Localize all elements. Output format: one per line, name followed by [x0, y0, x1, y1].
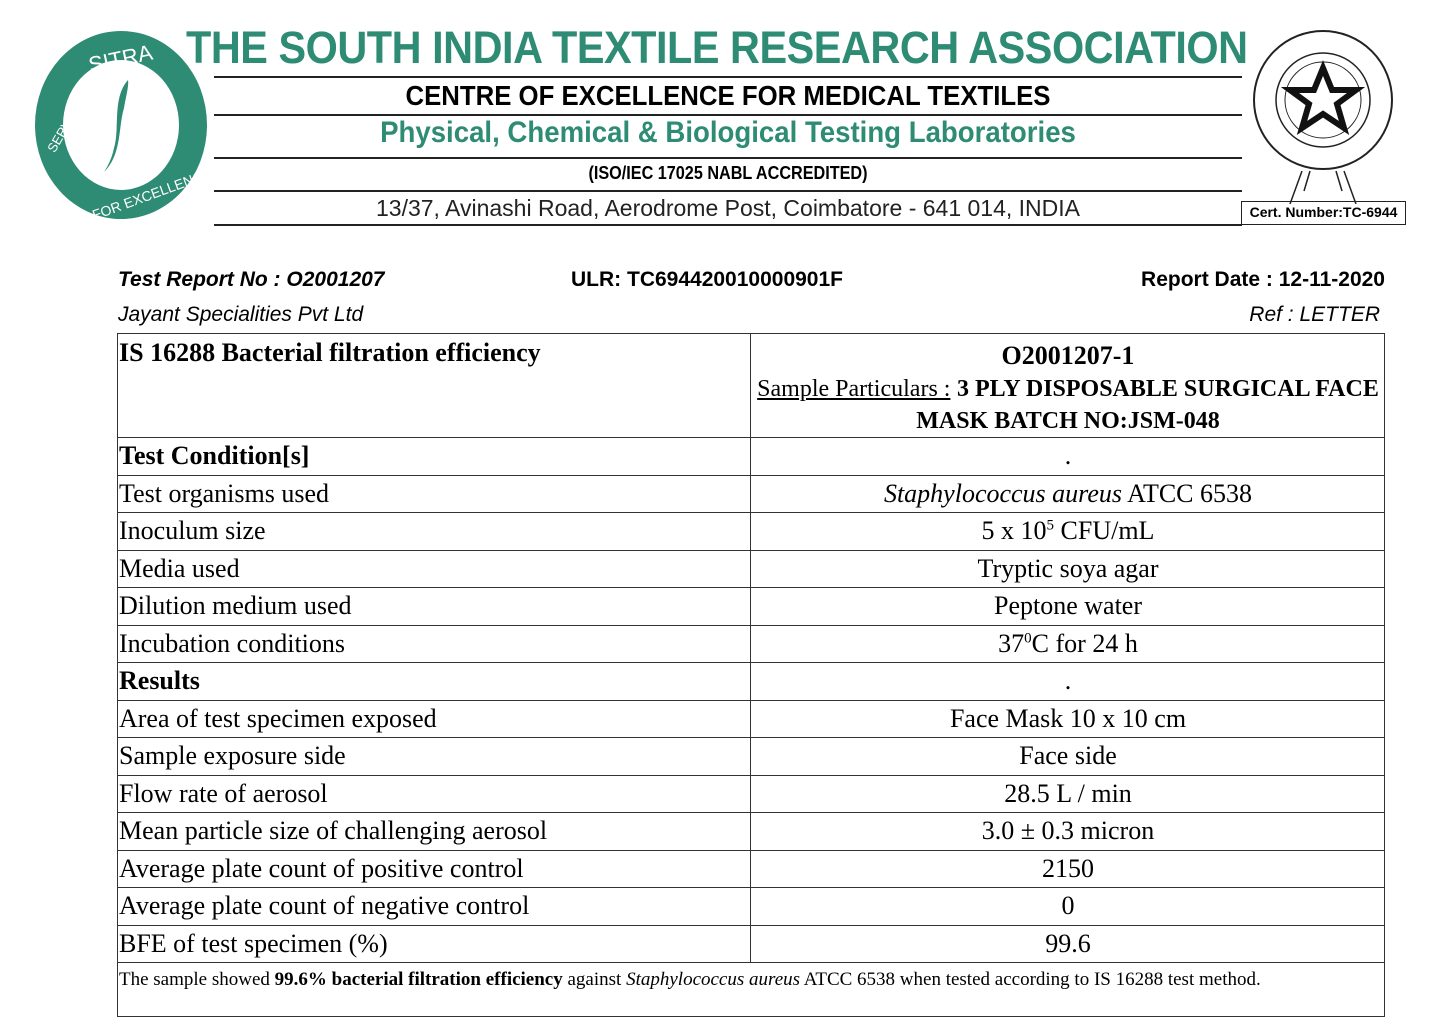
- sample-description: 3 PLY DISPOSABLE SURGICAL FACE MASK BATC…: [916, 375, 1379, 434]
- address: 13/37, Avinashi Road, Aerodrome Post, Co…: [375, 195, 1081, 221]
- reference: Ref : LETTER: [1249, 303, 1380, 326]
- conclusion-organism: Staphylococcus aureus: [626, 969, 801, 990]
- conclusion: The sample showed 99.6% bacterial filtra…: [117, 962, 1385, 1017]
- row-value: Tryptic soya agar: [750, 549, 1385, 588]
- value-text: 37: [998, 628, 1025, 658]
- row-label: Area of test specimen exposed: [117, 699, 751, 738]
- row-value: .: [750, 437, 1385, 476]
- row-label: Flow rate of aerosol: [117, 774, 751, 813]
- divider: [214, 114, 1242, 116]
- value-text: 3.0 ± 0.3 micron: [981, 816, 1155, 846]
- table-row: Incubation conditions 370C for 24 h: [117, 624, 1385, 663]
- value-text: CFU/mL: [1054, 516, 1155, 546]
- centre-name: CENTRE OF EXCELLENCE FOR MEDICAL TEXTILE…: [405, 80, 1051, 111]
- row-value: 99.6: [750, 924, 1385, 963]
- conclusion-text: ATCC 6538 when tested according to IS 16…: [800, 969, 1261, 990]
- row-value: 3.0 ± 0.3 micron: [750, 812, 1385, 851]
- value-text: 99.6: [1045, 928, 1091, 958]
- report-number: Test Report No : O2001207: [118, 268, 385, 291]
- value-text: 5 x 10: [981, 516, 1047, 546]
- table-row: Media used Tryptic soya agar: [117, 549, 1385, 588]
- organization-title: THE SOUTH INDIA TEXTILE RESEARCH ASSOCIA…: [186, 22, 1248, 73]
- row-label: Dilution medium used: [117, 587, 751, 626]
- row-label: Test organisms used: [117, 474, 751, 513]
- row-value: .: [750, 662, 1385, 701]
- superscript: 0: [1024, 630, 1032, 647]
- table-row: Flow rate of aerosol 28.5 L / min: [117, 774, 1385, 813]
- row-label: Media used: [117, 549, 751, 588]
- row-label: Test Condition[s]: [117, 437, 751, 476]
- value-text: C for 24 h: [1031, 628, 1138, 658]
- value-text: ATCC 6538: [1122, 478, 1253, 508]
- table-row: Inoculum size 5 x 105 CFU/mL: [117, 512, 1385, 551]
- superscript: 5: [1046, 517, 1055, 534]
- table-row: Sample exposure side Face side: [117, 737, 1385, 776]
- row-value: 2150: [750, 849, 1385, 888]
- conclusion-text: The sample showed: [119, 969, 275, 990]
- divider: [214, 157, 1242, 159]
- conclusion-bfe: 99.6% bacterial filtration efficiency: [274, 969, 563, 990]
- row-label: Incubation conditions: [117, 624, 751, 663]
- customer-name: Jayant Specialities Pvt Ltd: [118, 303, 364, 326]
- value-text: Peptone water: [993, 591, 1142, 621]
- sample-label: Sample Particulars :: [757, 375, 951, 402]
- sample-info: O2001207-1 Sample Particulars : 3 PLY DI…: [750, 333, 1385, 438]
- value-text: 2150: [1042, 853, 1094, 883]
- table-row: Results.: [117, 662, 1385, 701]
- row-label: Average plate count of negative control: [117, 887, 751, 926]
- conclusion-text: against: [562, 969, 627, 990]
- row-label: Results: [117, 662, 751, 701]
- row-value: 370C for 24 h: [750, 624, 1385, 663]
- table-row: Mean particle size of challenging aeroso…: [117, 812, 1385, 851]
- table-header-row: IS 16288 Bacterial filtration efficiency…: [117, 333, 1385, 438]
- row-value: Staphylococcus aureus ATCC 6538: [750, 474, 1385, 513]
- table-row: Test Condition[s].: [117, 437, 1385, 476]
- row-value: 28.5 L / min: [750, 774, 1385, 813]
- value-text: .: [1064, 666, 1072, 696]
- value-text: Tryptic soya agar: [977, 553, 1159, 583]
- row-value: Peptone water: [750, 587, 1385, 626]
- row-value: 0: [750, 887, 1385, 926]
- value-text: Face Mask 10 x 10 cm: [949, 703, 1187, 733]
- row-value: Face side: [750, 737, 1385, 776]
- sample-id: O2001207-1: [1001, 341, 1135, 370]
- report-date: Report Date : 12-11-2020: [1141, 268, 1385, 291]
- row-label: Mean particle size of challenging aeroso…: [117, 812, 751, 851]
- row-value: Face Mask 10 x 10 cm: [750, 699, 1385, 738]
- divider: [214, 224, 1242, 226]
- row-value: 5 x 105 CFU/mL: [750, 512, 1385, 551]
- table-row: BFE of test specimen (%) 99.6: [117, 924, 1385, 963]
- row-label: Inoculum size: [117, 512, 751, 551]
- row-label: Average plate count of positive control: [117, 849, 751, 888]
- table-row: Test organisms used Staphylococcus aureus…: [117, 474, 1385, 513]
- nabl-seal: [1253, 30, 1393, 204]
- table-row: Average plate count of negative control 0: [117, 887, 1385, 926]
- value-text: Face side: [1019, 741, 1117, 771]
- sitra-logo: SITRA SERVICE FOR EXCELLENCE: [35, 31, 210, 222]
- divider: [214, 190, 1242, 192]
- accreditation: (ISO/IEC 17025 NABL ACCREDITED): [588, 163, 868, 183]
- value-text: .: [1064, 441, 1072, 471]
- row-label: Sample exposure side: [117, 737, 751, 776]
- value-text: 28.5 L / min: [1004, 778, 1132, 808]
- divider: [214, 76, 1242, 78]
- table-row: Area of test specimen exposed Face Mask 1…: [117, 699, 1385, 738]
- table-row: Average plate count of positive control 2…: [117, 849, 1385, 888]
- test-name: IS 16288 Bacterial filtration efficiency: [117, 333, 751, 438]
- cert-number: Cert. Number:TC-6944: [1241, 201, 1406, 225]
- conclusion-row: The sample showed 99.6% bacterial filtra…: [117, 962, 1385, 1017]
- row-label: BFE of test specimen (%): [117, 924, 751, 963]
- labs-name: Physical, Chemical & Biological Testing …: [380, 116, 1076, 149]
- results-table: IS 16288 Bacterial filtration efficiency…: [117, 333, 1385, 1017]
- value-italic: Staphylococcus aureus: [883, 478, 1122, 508]
- ulr-number: ULR: TC694420010000901F: [571, 268, 843, 291]
- table-row: Dilution medium used Peptone water: [117, 587, 1385, 626]
- value-text: 0: [1061, 891, 1075, 921]
